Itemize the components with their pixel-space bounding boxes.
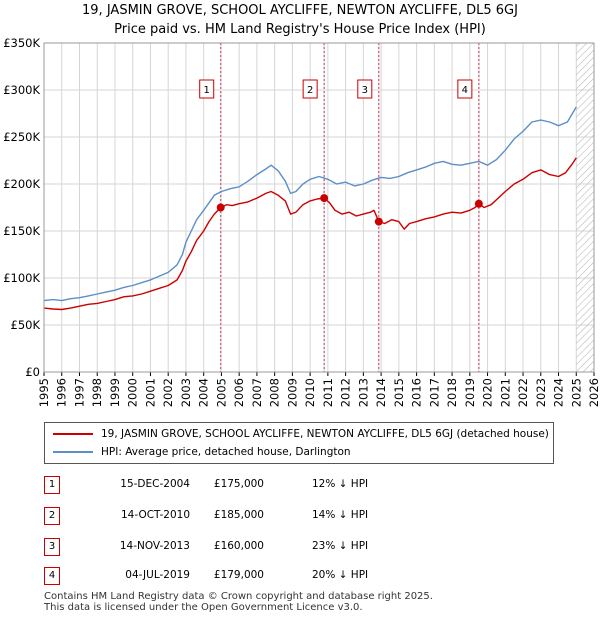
transaction-hpi: 23% ↓ HPI bbox=[312, 540, 369, 552]
x-tick-label: 2003 bbox=[179, 378, 193, 407]
x-tick-label: 2007 bbox=[250, 378, 264, 407]
x-tick-label: 2000 bbox=[126, 378, 140, 407]
x-tick-label: 2020 bbox=[481, 378, 495, 407]
table-row: 1 15-DEC-2004 £175,000 12% ↓ HPI bbox=[0, 476, 600, 496]
y-tick-label: £200K bbox=[3, 177, 40, 191]
x-tick-label: 2008 bbox=[268, 378, 282, 407]
transaction-date: 14-NOV-2013 bbox=[119, 540, 190, 552]
x-tick-label: 2001 bbox=[143, 378, 157, 407]
x-tick-label: 1995 bbox=[37, 378, 51, 407]
x-tick-label: 2026 bbox=[587, 378, 600, 407]
marker-badge-label: 3 bbox=[362, 85, 368, 96]
chart-legend: 19, JASMIN GROVE, SCHOOL AYCLIFFE, NEWTO… bbox=[44, 422, 554, 464]
legend-swatch-hpi bbox=[53, 451, 93, 453]
transaction-hpi: 14% ↓ HPI bbox=[312, 509, 369, 521]
hpi-line bbox=[43, 106, 577, 302]
x-tick-label: 2021 bbox=[498, 378, 512, 407]
x-tick-label: 2024 bbox=[552, 378, 566, 407]
x-tick-label: 2025 bbox=[569, 378, 583, 407]
marker-badge-label: 2 bbox=[307, 85, 313, 96]
y-tick-label: £350K bbox=[3, 36, 40, 50]
table-row: 4 04-JUL-2019 £179,000 20% ↓ HPI bbox=[0, 567, 600, 587]
sale-point bbox=[474, 199, 483, 208]
sale-point bbox=[216, 203, 225, 212]
transaction-price: £160,000 bbox=[213, 540, 264, 552]
legend-label-property: 19, JASMIN GROVE, SCHOOL AYCLIFFE, NEWTO… bbox=[101, 428, 549, 440]
transaction-badge: 3 bbox=[44, 538, 60, 556]
transaction-price: £179,000 bbox=[213, 569, 264, 581]
legend-label-hpi: HPI: Average price, detached house, Darl… bbox=[101, 446, 351, 458]
price-chart: 1 2 3 4 £0 £50K £100K £150K £200K £250K £300K £350… bbox=[3, 36, 600, 407]
footer-line-1: Contains HM Land Registry data © Crown c… bbox=[44, 591, 433, 602]
x-tick-label: 2015 bbox=[392, 378, 406, 407]
x-tick-label: 2005 bbox=[214, 378, 228, 407]
transaction-price: £175,000 bbox=[213, 478, 264, 490]
sale-point bbox=[320, 194, 329, 203]
y-tick-label: £100K bbox=[3, 271, 40, 285]
transaction-date: 15-DEC-2004 bbox=[120, 478, 190, 490]
marker-badge bbox=[357, 79, 373, 99]
chart-subtitle: Price paid vs. HM Land Registry's House … bbox=[114, 22, 486, 37]
x-tick-label: 1996 bbox=[55, 378, 69, 407]
y-tick-label: £300K bbox=[3, 83, 40, 97]
transaction-date: 04-JUL-2019 bbox=[125, 569, 190, 581]
y-tick-label: £50K bbox=[11, 318, 41, 332]
marker-badge bbox=[457, 79, 473, 99]
marker-badge-label: 4 bbox=[462, 85, 468, 96]
footer-attribution: Contains HM Land Registry data © Crown c… bbox=[44, 591, 433, 613]
y-tick-label: £250K bbox=[3, 130, 40, 144]
x-tick-label: 2010 bbox=[303, 378, 317, 407]
transaction-price: £185,000 bbox=[213, 509, 264, 521]
sale-point bbox=[374, 217, 383, 226]
x-tick-label: 2019 bbox=[463, 378, 477, 407]
x-tick-label: 2004 bbox=[197, 378, 211, 407]
x-tick-label: 1999 bbox=[108, 378, 122, 407]
marker-badge-label: 1 bbox=[204, 85, 210, 96]
legend-swatch-property bbox=[53, 433, 93, 435]
transaction-badge: 4 bbox=[44, 567, 60, 585]
transaction-badge: 2 bbox=[44, 507, 60, 525]
footer-line-2: This data is licensed under the Open Gov… bbox=[44, 602, 363, 613]
x-tick-label: 2014 bbox=[374, 378, 388, 407]
x-tick-label: 2012 bbox=[339, 378, 353, 407]
transaction-date: 14-OCT-2010 bbox=[121, 509, 190, 521]
x-tick-label: 2013 bbox=[356, 378, 370, 407]
x-tick-label: 2006 bbox=[232, 378, 246, 407]
plot-frame bbox=[43, 42, 595, 373]
transaction-badge: 1 bbox=[44, 476, 60, 494]
x-tick-label: 2016 bbox=[410, 378, 424, 407]
x-tick-label: 2022 bbox=[516, 378, 530, 407]
property-price-line bbox=[43, 157, 577, 311]
x-tick-label: 2018 bbox=[445, 378, 459, 407]
transaction-hpi: 20% ↓ HPI bbox=[312, 569, 369, 581]
x-tick-label: 2002 bbox=[161, 378, 175, 407]
x-tick-label: 2017 bbox=[427, 378, 441, 407]
table-row: 3 14-NOV-2013 £160,000 23% ↓ HPI bbox=[0, 538, 600, 558]
marker-badge bbox=[302, 79, 318, 99]
plot-area bbox=[44, 43, 594, 372]
forecast-hatch bbox=[576, 43, 594, 372]
chart-title: 19, JASMIN GROVE, SCHOOL AYCLIFFE, NEWTO… bbox=[82, 3, 518, 18]
x-tick-label: 1997 bbox=[72, 378, 86, 407]
x-tick-label: 2011 bbox=[321, 378, 335, 407]
y-tick-label: £150K bbox=[3, 224, 40, 238]
table-row: 2 14-OCT-2010 £185,000 14% ↓ HPI bbox=[0, 507, 600, 527]
y-tick-label: £0 bbox=[25, 365, 40, 379]
x-tick-label: 2023 bbox=[534, 378, 548, 407]
transaction-hpi: 12% ↓ HPI bbox=[312, 478, 369, 490]
x-tick-label: 2009 bbox=[285, 378, 299, 407]
x-tick-label: 1998 bbox=[90, 378, 104, 407]
marker-badge bbox=[199, 79, 215, 99]
